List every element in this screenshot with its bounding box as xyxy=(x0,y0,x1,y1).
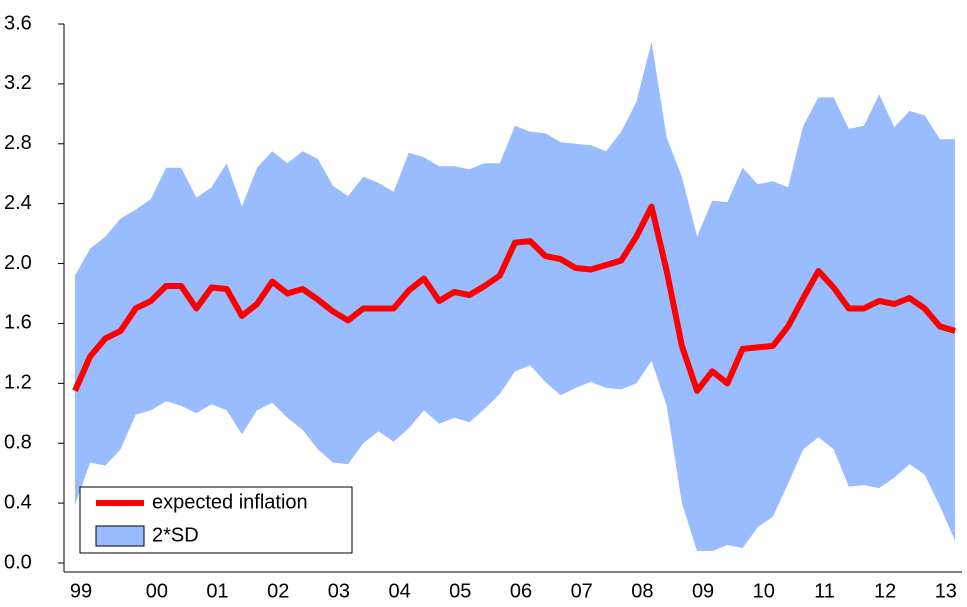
x-tick-label: 07 xyxy=(571,580,593,602)
y-tick-label: 3.2 xyxy=(4,72,32,94)
legend-swatch xyxy=(95,525,145,547)
x-tick-label: 10 xyxy=(753,580,775,602)
x-tick-label: 11 xyxy=(814,580,835,602)
y-tick-label: 1.2 xyxy=(4,372,32,394)
x-tick-label: 99 xyxy=(70,580,92,602)
sd-band xyxy=(75,41,955,552)
x-tick-label: 04 xyxy=(388,580,410,602)
y-tick-label: 0.4 xyxy=(4,491,32,513)
x-tick-label: 08 xyxy=(631,580,653,602)
y-tick-label: 2.4 xyxy=(4,192,32,214)
x-tick-label: 01 xyxy=(206,580,228,602)
x-tick-label: 06 xyxy=(510,580,532,602)
y-tick-label: 1.6 xyxy=(4,312,32,334)
y-tick-label: 2.8 xyxy=(4,132,32,154)
x-tick-label: 13 xyxy=(935,580,957,602)
x-tick-label: 00 xyxy=(146,580,168,602)
legend-label: expected inflation xyxy=(152,491,308,513)
y-tick-label: 2.0 xyxy=(4,252,32,274)
series-line xyxy=(72,203,956,394)
x-tick-label: 03 xyxy=(328,580,350,602)
legend-label: 2*SD xyxy=(152,524,199,546)
y-tick-label: 0.0 xyxy=(4,551,32,573)
y-tick-label: 3.6 xyxy=(4,12,32,34)
x-tick-label: 09 xyxy=(692,580,714,602)
x-tick-label: 12 xyxy=(874,580,896,602)
y-tick-label: 0.8 xyxy=(4,432,32,454)
x-tick-label: 02 xyxy=(267,580,289,602)
x-tick-label: 05 xyxy=(449,580,471,602)
